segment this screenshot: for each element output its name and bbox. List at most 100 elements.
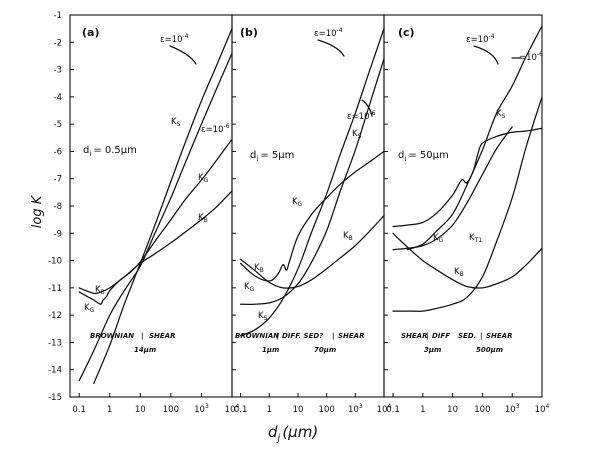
panel-c-regime-sed: SED. [458,332,476,340]
y-tick-label: -3 [54,66,62,76]
panel-c-eps1: ε=10-4 [466,33,495,45]
panel-c-regime-size2: 500μm [476,346,503,354]
panel-b-regime-sep1: | [276,332,279,341]
panel-a-label-kg-left: KG [84,303,95,314]
x-tick-label: 0.1 [386,405,400,415]
y-tick-label: -4 [54,93,62,103]
panel-c-curve-3 [406,25,543,251]
x-axis-label-main: d [268,423,278,441]
panel-c-title: (c) [398,26,415,39]
panel-c-regime-diff: DIFF [432,332,450,340]
x-tick-label: 0.1 [72,405,86,415]
panel-c-text: (c) ε=10-4 =10-6 di = 50μm KS KG KT1 KB S… [398,26,543,354]
panel-a-eps1-pointer [169,45,197,65]
x-tick-label: 10 [447,405,458,415]
panel-c-curve-1 [392,127,543,228]
panel-a-eps2: ε=10-6 [201,123,230,135]
x-axis-label-unit: (μm) [282,423,318,441]
panel-c-eps1-pointer [473,45,499,65]
panel-c-label-kt1: KT1 [469,233,482,244]
x-tick-label: 103 [505,403,520,415]
y-tick-label: -1 [54,11,62,21]
panel-b-label-ks-right: KS [352,129,362,140]
panel-b-curve-2 [239,27,385,337]
x-tick-label: 100 [474,405,490,415]
y-axis-label: log K [30,194,45,228]
panel-b-regime-shear: SHEAR [338,332,365,340]
x-axis-label-sub: j [276,433,281,444]
panel-a-title: (a) [82,26,99,39]
y-tick-label: -6 [54,147,62,157]
panel-b-label-kb-right: KB [343,231,353,242]
panel-a-regime-size: 14μm [134,346,156,354]
panel-b-curve-0 [239,214,385,289]
panel-b-regime-size2: 70μm [314,346,336,354]
panel-a-regime-shear: SHEAR [149,332,176,340]
panel-a-curve-3 [78,52,233,382]
y-tick-label: -15 [48,393,62,403]
y-tick-label: -13 [48,338,62,348]
x-tick-label: 103 [348,403,363,415]
panel-c-regime-shear1: SHEAR [401,332,428,340]
panel-a-label-kb-left: KB [95,285,105,296]
y-tick-label: -11 [48,284,62,294]
panel-b-label-kg: KG [292,197,303,208]
panel-b-label-kg-left: KG [244,282,255,293]
panel-b-eps2-pointer [361,99,373,117]
panel-b-regime-brownian: BROWNIAN [235,332,279,340]
panel-b-regime-sep2: | [332,332,335,341]
x-tick-label: 104 [535,403,550,415]
panel-c-regime-shear2: SHEAR [486,332,513,340]
panel-b-title: (b) [240,26,258,39]
panel-b-eps2: ε=10-6 [347,110,376,122]
panel-b-eps1: ε=10-4 [314,27,343,39]
panel-a-curve-1 [78,138,233,305]
x-tick-label: 10 [293,405,304,415]
panel-b-label-ks-left: KS [258,311,268,322]
y-tick-label: -14 [48,366,62,376]
tick-marks [70,14,543,398]
panel-a-regime-brownian: BROWNIAN [90,332,134,340]
panel-a-curve-0 [78,190,233,295]
panel-b-label-kb-left: KB [254,263,264,274]
y-tick-label: -5 [54,120,62,130]
panel-a-curve-2 [93,27,233,385]
panel-c-eps2: =10-6 [519,51,543,63]
x-axis-label: dj (μm) [268,423,318,444]
panel-c-label-kb: KB [454,267,464,278]
x-tick-label: 104 [225,403,240,415]
panel-b-di: di = 5μm [250,150,294,163]
x-tick-label: 1 [107,405,112,415]
panel-b-eps1-pointer [317,39,345,57]
panel-b-regime-size1: 1μm [262,346,279,354]
curves [78,25,543,385]
x-tick-label: 103 [194,403,209,415]
panel-c-regime-sep1: | [426,332,429,341]
panel-c-label-kg: KG [433,233,444,244]
y-tick-label: -2 [54,38,62,48]
x-tick-label: 1 [420,405,425,415]
y-tick-label: -12 [48,311,62,321]
panel-a-eps1: ε=10-4 [160,33,189,45]
panel-c-label-ks: KS [496,109,506,120]
x-tick-label: 10 [135,405,146,415]
x-tick-label: 100 [163,405,179,415]
panel-c-di: di = 50μm [398,150,449,163]
panel-a-label-kb-right: KB [198,213,208,224]
panel-a-text: (a) ε=10-4 ε=10-6 di = 0.5μm KS KG KB KB … [82,26,230,354]
panel-c-regime-size1: 3μm [424,346,441,354]
panel-b-curve-1 [239,150,385,282]
panel-c-curve-2 [392,126,513,251]
panel-a-regime-sep: | [141,332,144,341]
panel-b-regime-diffsed: DIFF. SED? [282,332,323,340]
panel-a-label-kg-right: KG [198,173,209,184]
panel-c-regime-sep2: | [480,332,483,341]
y-tick-label: -10 [48,257,62,267]
panel-b-text: (b) ε=10-4 ε=10-6 di = 5μm KS KG KB KB KG… [235,26,376,354]
panel-c-curve-4 [392,96,543,312]
y-tick-label: -7 [54,175,62,185]
x-tick-label: 104 [377,403,392,415]
panel-a-di: di = 0.5μm [83,145,137,158]
